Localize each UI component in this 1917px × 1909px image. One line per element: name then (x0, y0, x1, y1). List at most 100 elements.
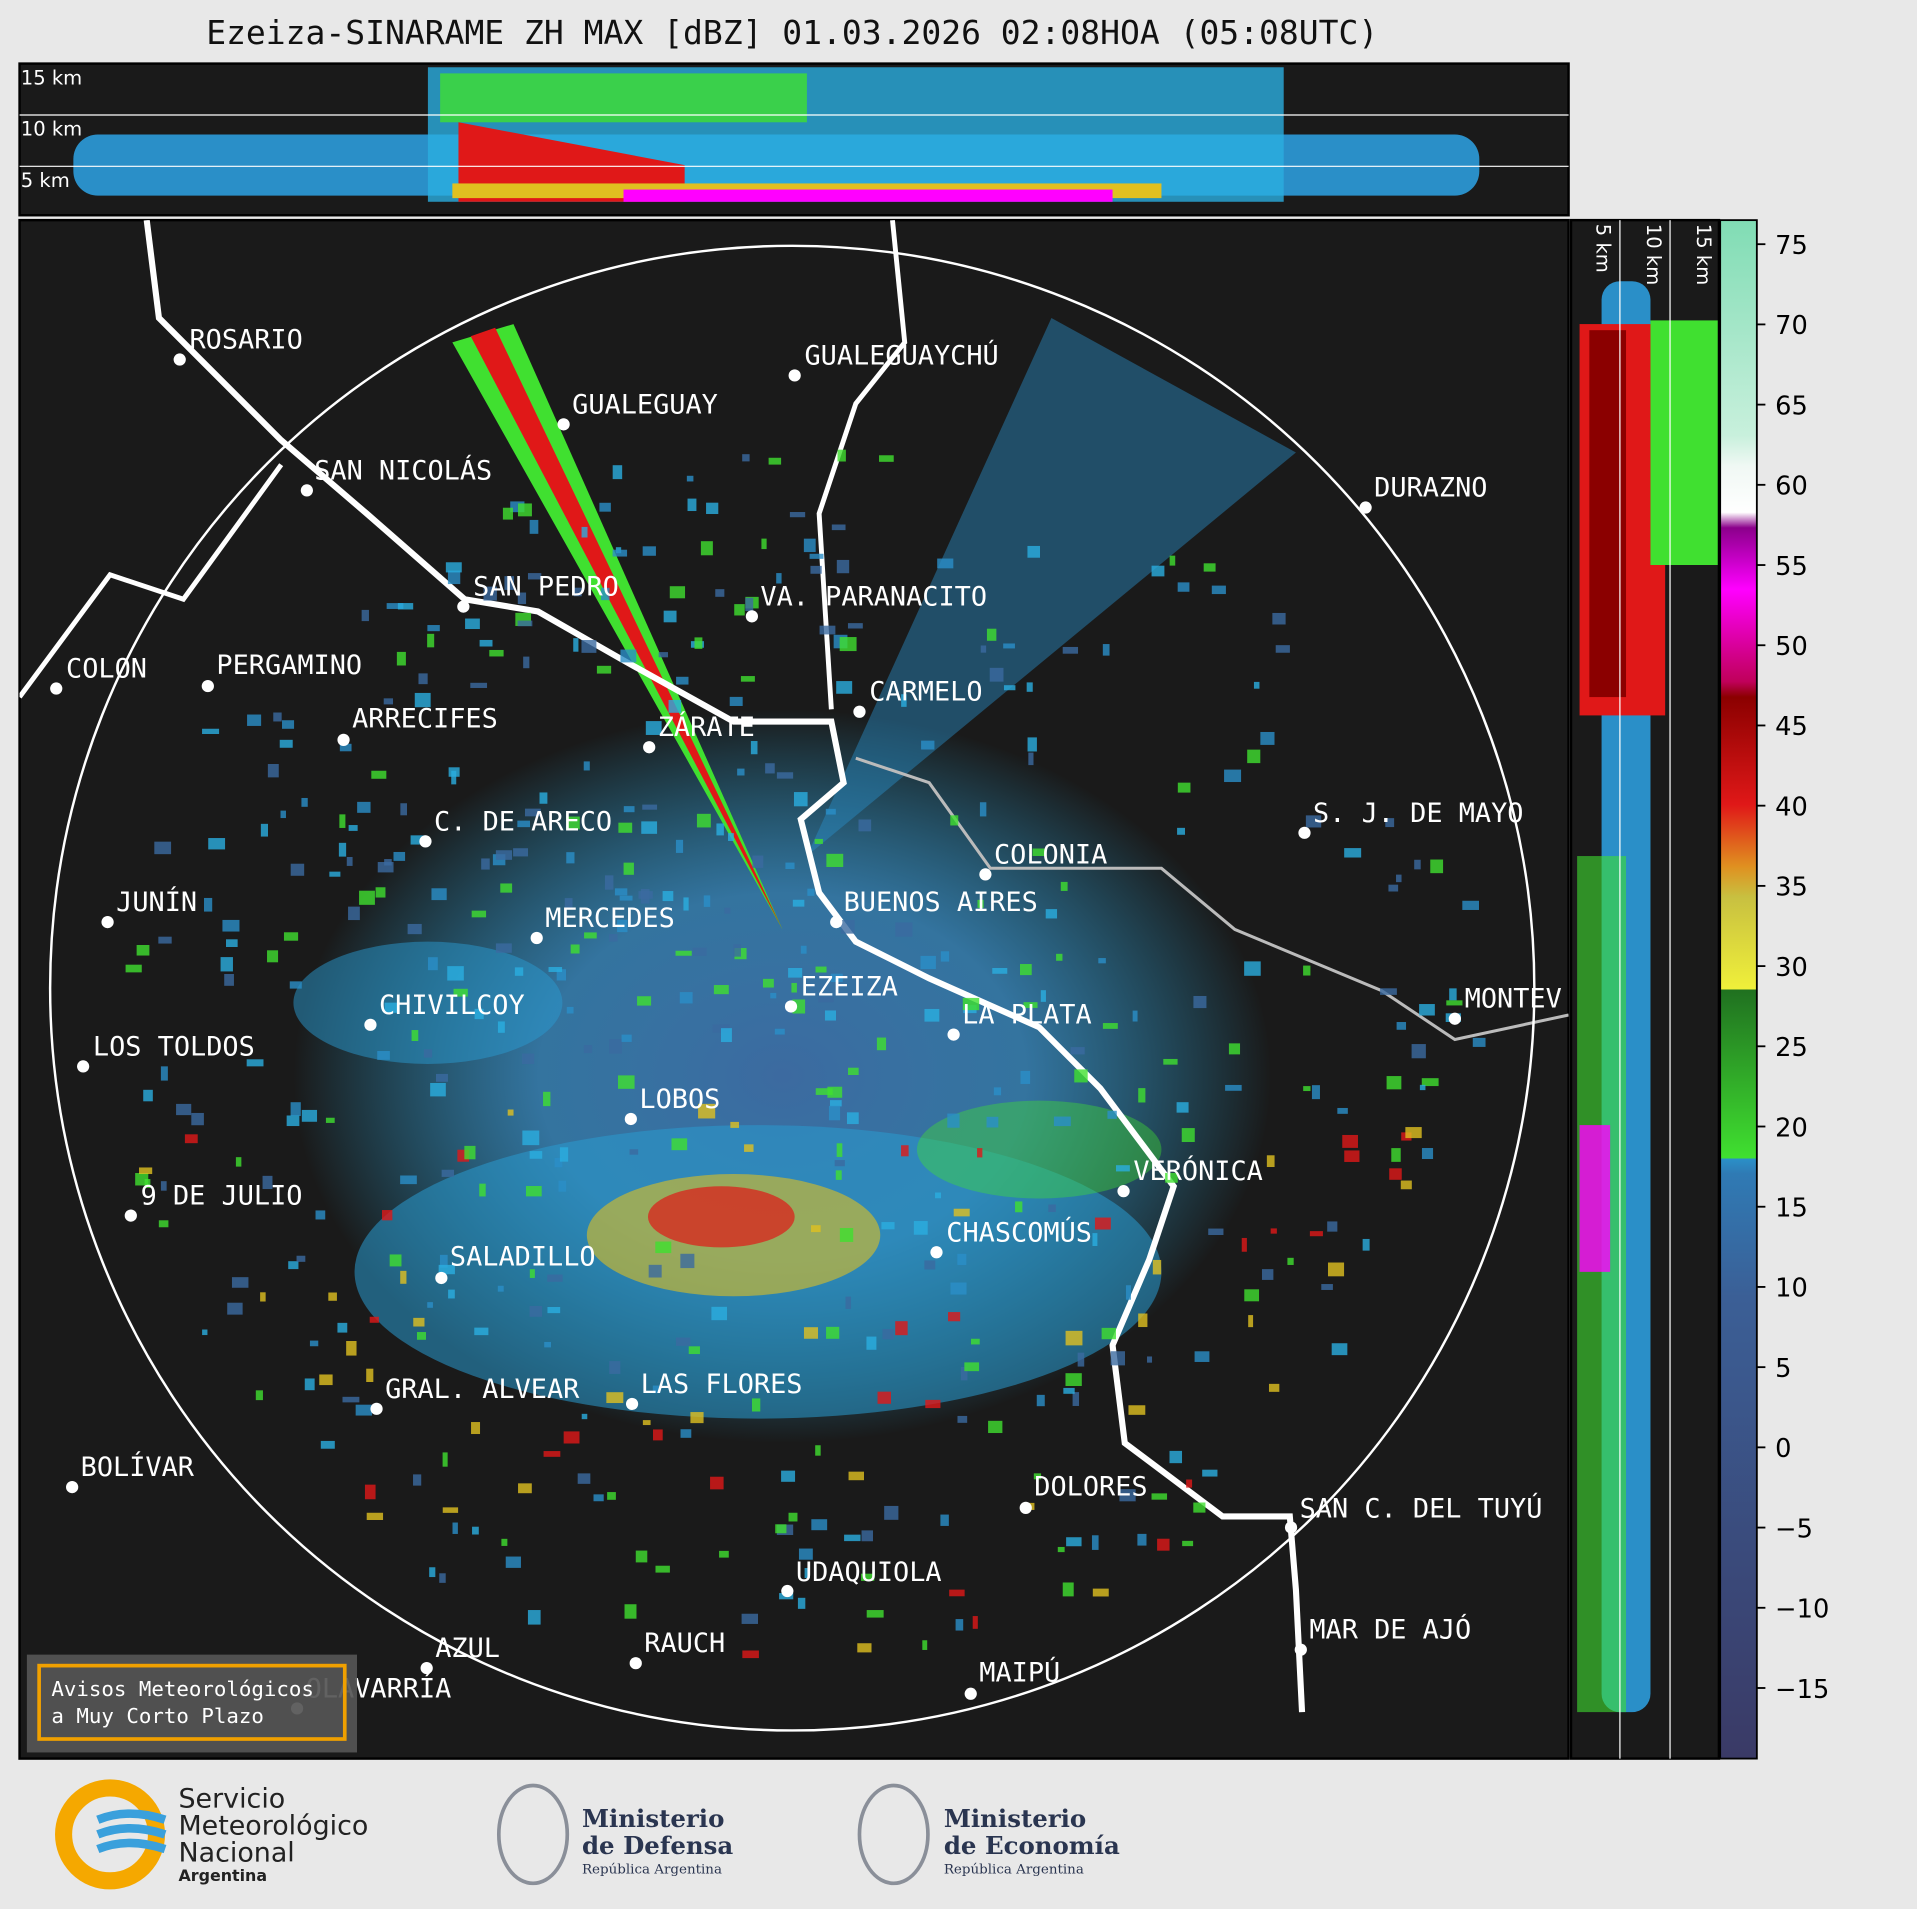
city-label: EZEIZA (801, 971, 898, 1002)
echo (686, 475, 694, 482)
map-panel: ROSARIO GUALEGUAYCHÚ GUALEGUAY SAN NICOLÁS D… (18, 218, 1570, 1760)
echo (901, 694, 907, 707)
echo (645, 721, 662, 735)
echo (680, 1429, 692, 1438)
echo (518, 1483, 532, 1494)
echo (547, 1274, 563, 1282)
echo (361, 609, 369, 622)
echo (364, 1484, 376, 1500)
city-label: LA PLATA (962, 1000, 1092, 1031)
echo (1244, 1289, 1260, 1302)
echo (788, 1512, 798, 1522)
echo (1137, 1533, 1147, 1546)
echo (346, 856, 353, 866)
echo (847, 623, 863, 629)
echo (1177, 582, 1190, 592)
echo (688, 1346, 700, 1355)
echo (742, 1650, 759, 1659)
colorbar-tick-label: 15 (1775, 1194, 1808, 1224)
echo (517, 592, 527, 605)
echo (513, 848, 529, 857)
colorbar-tick-label: 55 (1775, 552, 1808, 582)
echo (136, 944, 150, 956)
echo (139, 1167, 153, 1175)
echo (1389, 1168, 1402, 1180)
echo (479, 1183, 486, 1197)
echo (789, 512, 806, 518)
echo (1362, 1238, 1370, 1251)
echo (607, 1492, 616, 1500)
echo (1247, 749, 1261, 764)
echo (453, 988, 468, 997)
echo (618, 822, 633, 833)
echo (523, 656, 530, 669)
logo-text: Argentina (178, 1866, 267, 1885)
city-label: MERCEDES (545, 903, 675, 934)
echo (472, 1526, 479, 1535)
echo (301, 797, 308, 807)
echo (837, 449, 846, 462)
echo (642, 804, 658, 810)
echo (1449, 988, 1457, 1001)
echo (655, 1241, 672, 1254)
city-dot (1284, 1521, 1298, 1534)
echo (901, 1145, 909, 1157)
city-label: RAUCH (644, 1628, 725, 1659)
echo (224, 973, 234, 986)
echo (1176, 1102, 1189, 1113)
echo (377, 862, 394, 873)
echo (1270, 1228, 1277, 1234)
colorbar-tick-label: 45 (1775, 712, 1808, 742)
echo (1169, 1450, 1183, 1464)
echo (940, 1514, 949, 1526)
echo (774, 1028, 785, 1035)
echo (1151, 1493, 1168, 1500)
echo (818, 996, 834, 1003)
echo (410, 835, 426, 845)
echo (1057, 1546, 1065, 1553)
echo (1181, 1128, 1195, 1143)
echo (882, 1329, 894, 1340)
echo (629, 1149, 639, 1155)
echo (947, 1113, 960, 1128)
echo (713, 985, 729, 995)
echo (781, 1470, 796, 1482)
height-label: 15 km (1692, 224, 1715, 285)
colorbar-tick-label: 50 (1775, 632, 1808, 662)
height-label: 10 km (21, 118, 82, 141)
echo (346, 1340, 357, 1356)
echo (845, 1296, 852, 1310)
echo (1388, 884, 1399, 892)
city-dot (643, 741, 656, 754)
echo (160, 1066, 168, 1081)
city-dot (624, 1112, 637, 1126)
echo (1462, 900, 1479, 910)
echo (1309, 1231, 1323, 1237)
echo (1305, 815, 1322, 828)
echo (836, 1143, 843, 1157)
echo (1003, 685, 1016, 691)
echo (525, 1186, 542, 1197)
echo (663, 610, 677, 623)
city-label: S. J. DE MAYO (1313, 798, 1523, 829)
city-label: DURAZNO (1374, 473, 1487, 504)
echo (427, 1302, 433, 1308)
echo (803, 1327, 819, 1339)
echo (377, 1051, 390, 1060)
echo (464, 1145, 476, 1160)
echo (1019, 964, 1032, 976)
echo (935, 1192, 941, 1199)
echo (497, 1285, 504, 1292)
echo (442, 1452, 448, 1467)
echo (964, 1362, 980, 1372)
city-dot (930, 1246, 943, 1259)
echo (267, 764, 279, 778)
echo (527, 573, 542, 580)
echo (744, 1144, 754, 1152)
echo (384, 1002, 400, 1013)
echo (514, 967, 524, 976)
echo (840, 920, 855, 934)
echo (1186, 1479, 1193, 1488)
echo (577, 1473, 591, 1484)
echo (814, 838, 823, 844)
